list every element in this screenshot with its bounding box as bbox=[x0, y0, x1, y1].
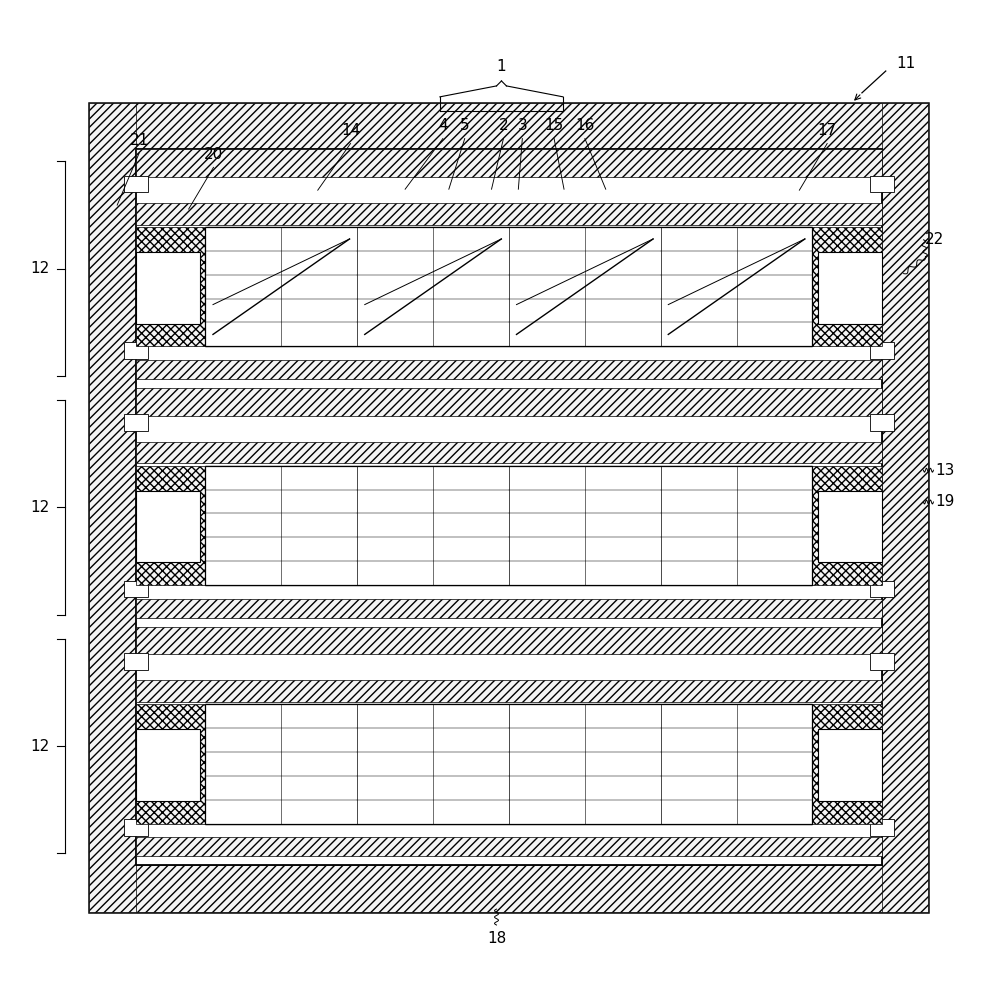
Text: 14: 14 bbox=[341, 123, 360, 138]
Bar bbox=[206, 466, 812, 585]
Text: 15: 15 bbox=[544, 118, 564, 133]
Bar bbox=[281, 466, 357, 585]
Bar bbox=[206, 466, 281, 585]
Text: 22: 22 bbox=[924, 232, 944, 247]
Bar bbox=[206, 227, 281, 346]
Text: 21: 21 bbox=[129, 133, 149, 148]
Bar bbox=[136, 680, 882, 702]
Bar bbox=[89, 103, 928, 912]
Bar bbox=[737, 704, 812, 824]
Bar bbox=[660, 704, 737, 824]
Text: 16: 16 bbox=[575, 118, 595, 133]
Bar bbox=[812, 227, 882, 346]
Bar bbox=[206, 704, 812, 824]
Bar bbox=[585, 227, 660, 346]
Bar bbox=[136, 388, 882, 416]
Bar bbox=[870, 176, 894, 192]
Bar bbox=[357, 704, 433, 824]
Bar bbox=[136, 442, 882, 463]
Bar bbox=[660, 466, 737, 585]
Text: 2: 2 bbox=[498, 118, 508, 133]
Bar bbox=[508, 466, 585, 585]
Bar bbox=[281, 227, 357, 346]
Bar bbox=[89, 103, 136, 912]
Bar bbox=[136, 149, 882, 177]
Bar bbox=[812, 466, 882, 585]
Bar bbox=[124, 414, 148, 431]
Bar bbox=[124, 581, 148, 597]
Bar bbox=[124, 176, 148, 192]
Bar bbox=[206, 227, 812, 346]
Text: 20: 20 bbox=[204, 147, 223, 162]
Bar bbox=[660, 227, 737, 346]
Text: 17: 17 bbox=[817, 123, 837, 138]
Bar bbox=[357, 227, 433, 346]
Text: 11: 11 bbox=[896, 56, 916, 71]
Bar bbox=[124, 653, 148, 670]
Bar bbox=[89, 865, 928, 912]
Bar bbox=[136, 360, 882, 379]
Bar bbox=[136, 491, 200, 562]
Bar bbox=[508, 704, 585, 824]
Bar bbox=[124, 819, 148, 836]
Text: 12: 12 bbox=[30, 261, 50, 276]
Bar bbox=[737, 227, 812, 346]
Bar bbox=[136, 252, 200, 324]
Text: 3: 3 bbox=[517, 118, 527, 133]
Text: 4: 4 bbox=[438, 118, 448, 133]
Bar bbox=[870, 819, 894, 836]
Bar bbox=[818, 491, 882, 562]
Text: 19: 19 bbox=[935, 494, 955, 509]
Bar bbox=[206, 227, 812, 346]
Bar bbox=[136, 203, 882, 225]
Bar bbox=[136, 599, 882, 618]
Bar bbox=[136, 627, 882, 654]
Bar bbox=[136, 704, 206, 824]
Bar bbox=[433, 704, 509, 824]
Bar bbox=[136, 149, 882, 865]
Bar bbox=[206, 704, 812, 824]
Bar bbox=[136, 837, 882, 856]
Bar bbox=[585, 466, 660, 585]
Bar bbox=[357, 466, 433, 585]
Bar bbox=[870, 342, 894, 359]
Bar bbox=[870, 581, 894, 597]
Bar bbox=[433, 227, 509, 346]
Bar bbox=[124, 342, 148, 359]
Bar bbox=[870, 653, 894, 670]
Text: 18: 18 bbox=[487, 931, 506, 946]
Bar bbox=[281, 704, 357, 824]
Text: 5: 5 bbox=[460, 118, 470, 133]
Bar bbox=[818, 252, 882, 324]
Bar bbox=[89, 103, 928, 149]
Text: 12: 12 bbox=[30, 739, 50, 754]
Bar bbox=[136, 729, 200, 801]
Bar bbox=[882, 103, 928, 912]
Bar bbox=[870, 414, 894, 431]
Bar bbox=[206, 704, 281, 824]
Bar bbox=[737, 466, 812, 585]
Text: 12: 12 bbox=[30, 500, 50, 515]
Bar bbox=[508, 227, 585, 346]
Text: 1: 1 bbox=[496, 59, 506, 74]
Bar bbox=[136, 227, 206, 346]
Bar bbox=[818, 729, 882, 801]
Bar bbox=[206, 466, 812, 585]
Bar bbox=[136, 466, 206, 585]
Bar bbox=[812, 704, 882, 824]
Text: 13: 13 bbox=[935, 463, 955, 478]
Bar bbox=[433, 466, 509, 585]
Bar bbox=[585, 704, 660, 824]
